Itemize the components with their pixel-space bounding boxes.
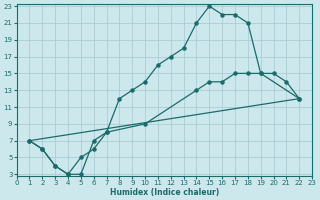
X-axis label: Humidex (Indice chaleur): Humidex (Indice chaleur) [110, 188, 219, 197]
